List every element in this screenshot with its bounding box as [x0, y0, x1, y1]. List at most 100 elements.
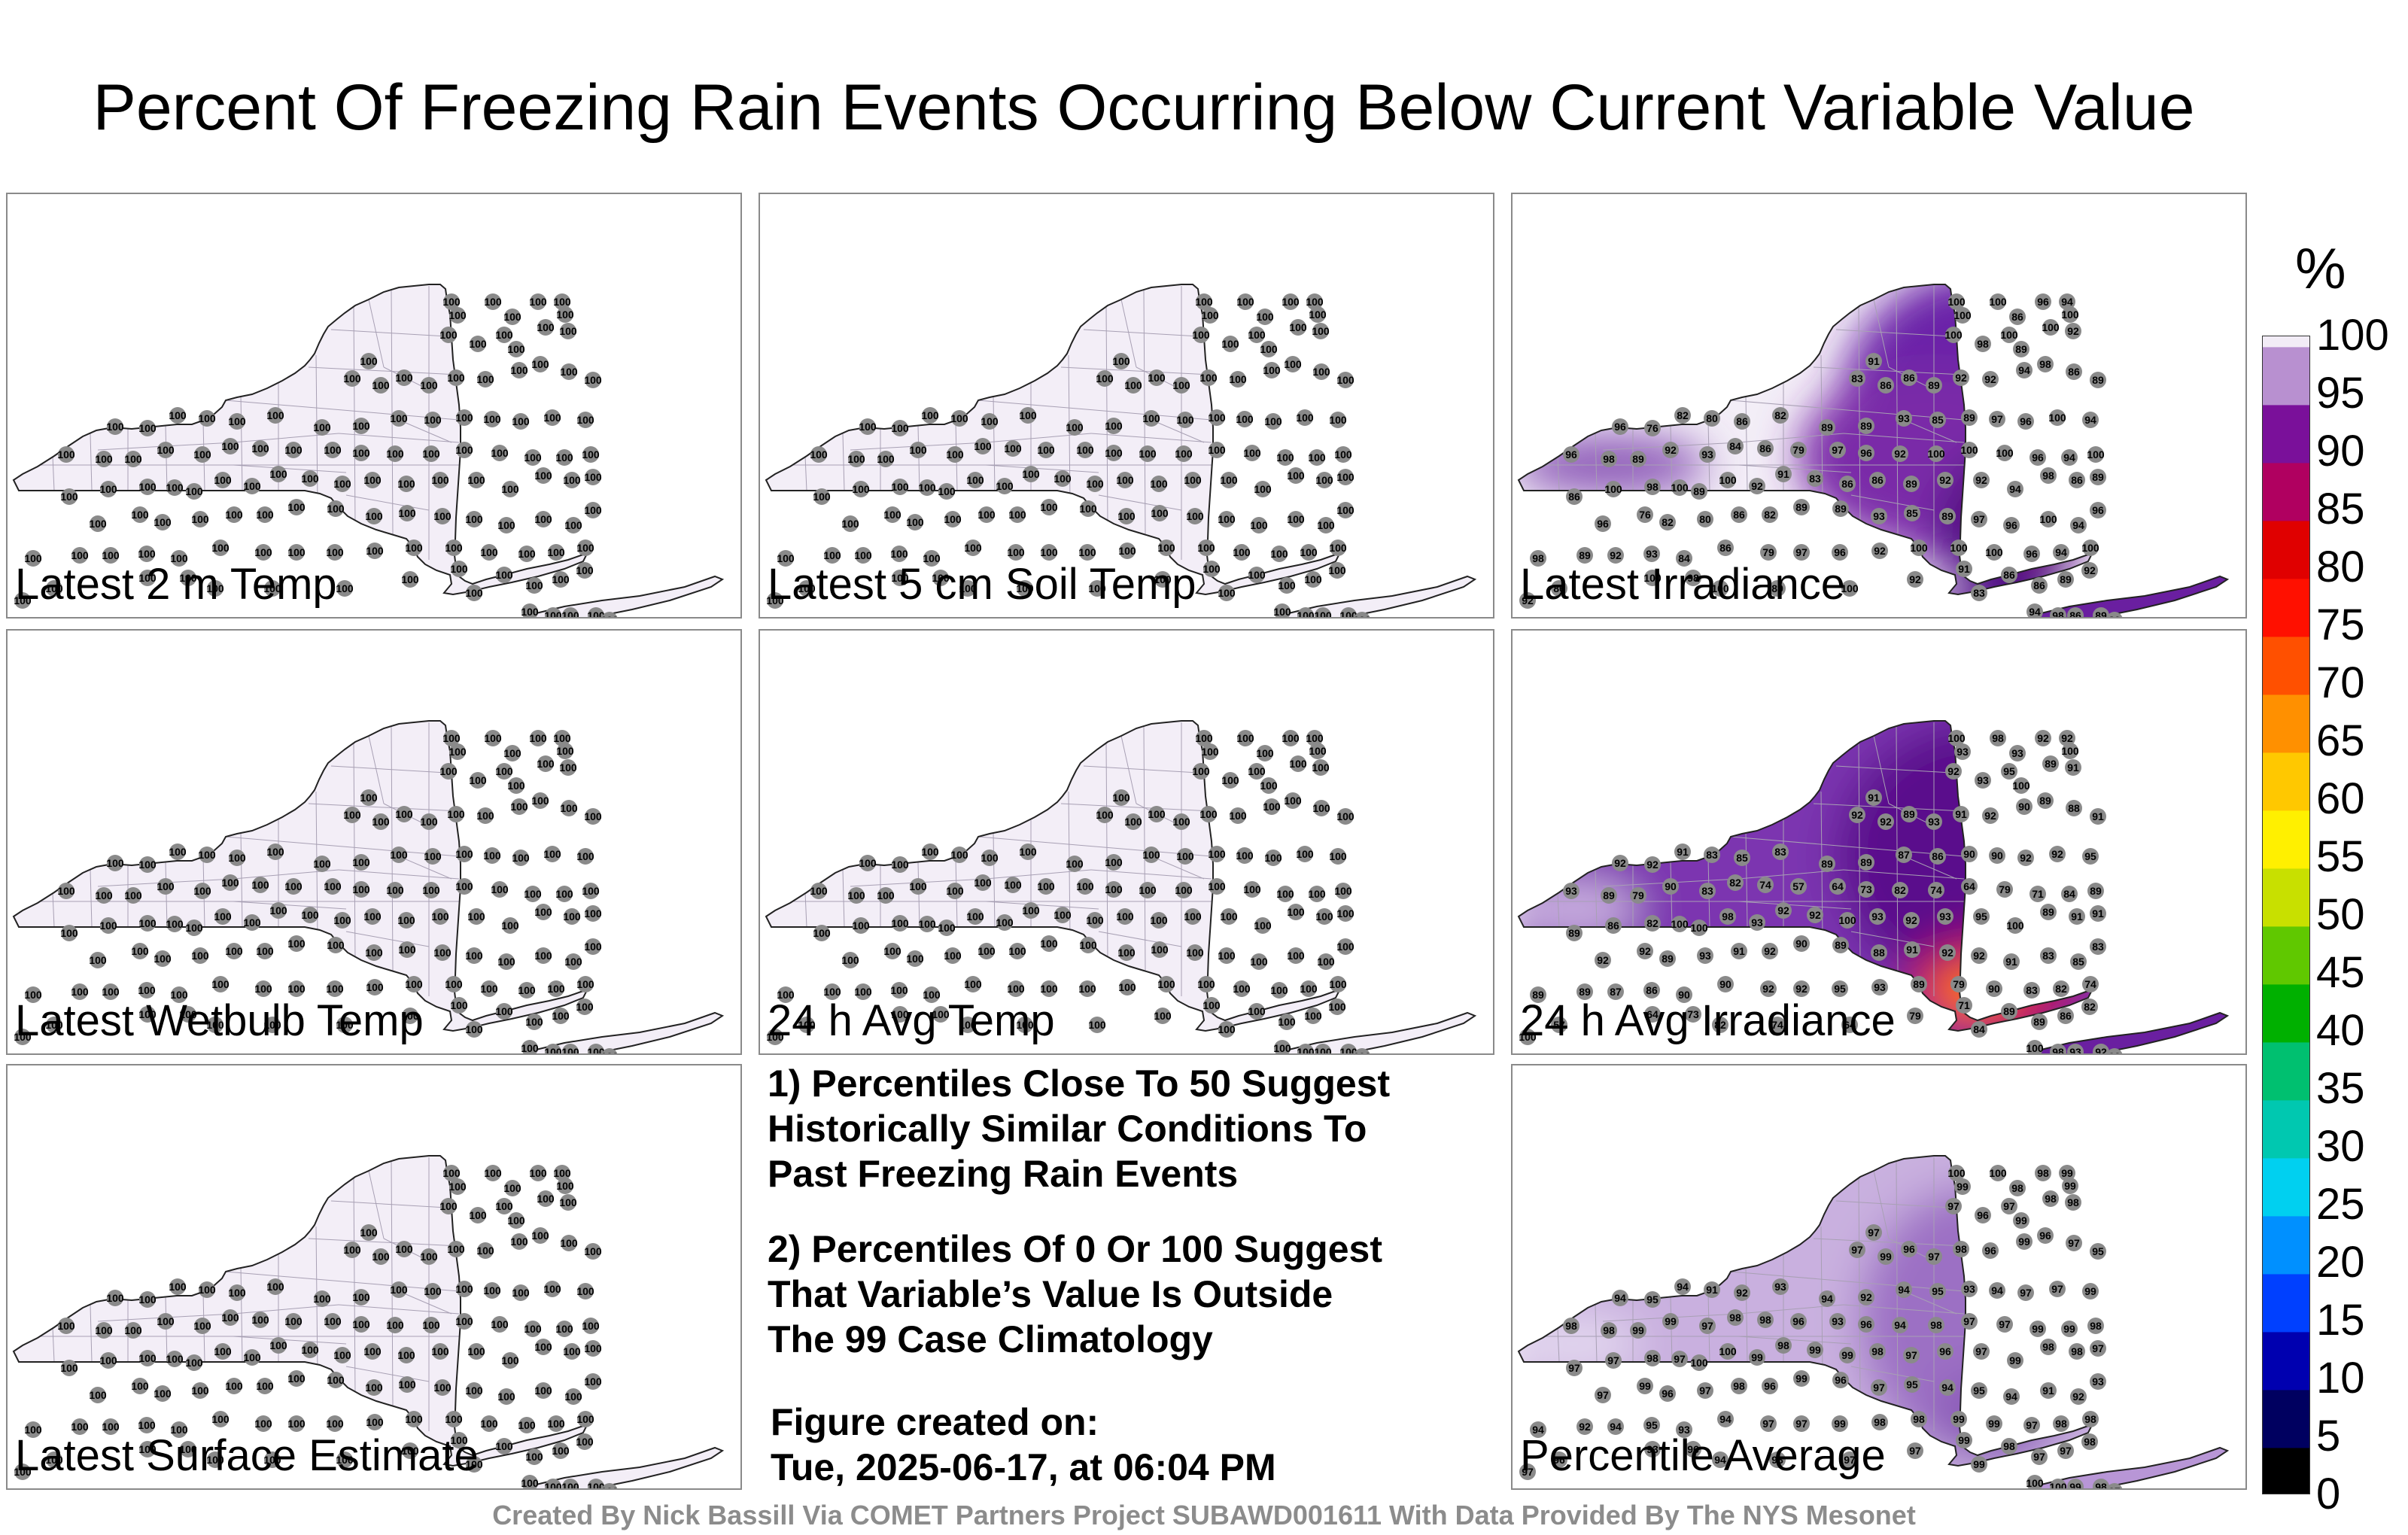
station-marker: 91	[1956, 561, 1972, 577]
station-marker: 98	[2040, 467, 2057, 484]
station-marker: 100	[390, 410, 408, 427]
station-marker: 85	[1904, 505, 1920, 521]
station-marker: 91	[2069, 908, 2085, 925]
station-value: 100	[469, 338, 487, 350]
station-dot	[423, 1317, 439, 1333]
station-value: 100	[424, 850, 442, 862]
station-dot	[1832, 937, 1849, 953]
station-value: 100	[563, 910, 581, 923]
station-value: 94	[1941, 1382, 1953, 1394]
station-dot	[186, 1354, 202, 1371]
station-value: 92	[1851, 809, 1863, 821]
station-value: 91	[1955, 808, 1967, 820]
station-value: 92	[1614, 857, 1626, 869]
station-marker: 100	[2087, 446, 2105, 463]
station-marker: 86	[1605, 917, 1622, 934]
station-value: 100	[169, 1281, 187, 1293]
station-dot	[2090, 808, 2106, 825]
station-marker: 96	[1612, 418, 1628, 435]
station-marker: 100	[480, 544, 498, 561]
station-value: 91	[1906, 944, 1918, 956]
station-value: 86	[2011, 311, 2023, 323]
station-dot	[2026, 1040, 2043, 1053]
station-dot	[810, 446, 827, 463]
station-value: 79	[1953, 978, 1965, 990]
station-value: 100	[1248, 569, 1266, 581]
station-dot	[2017, 1284, 2034, 1301]
colorbar-tick-label: 35	[2316, 1064, 2365, 1113]
station-value: 100	[1184, 474, 1202, 486]
station-dot	[535, 511, 552, 527]
station-dot	[1274, 603, 1291, 617]
station-marker: 100	[529, 730, 547, 746]
station-marker: 93	[1937, 908, 1953, 925]
station-dot	[1644, 420, 1661, 436]
station-value: 100	[333, 1349, 351, 1361]
station-dot	[2065, 323, 2081, 339]
station-dot	[577, 976, 594, 992]
station-value: 100	[1910, 542, 1928, 554]
station-value: 100	[1218, 513, 1236, 525]
station-marker: 100	[777, 986, 795, 1003]
station-value: 100	[921, 846, 939, 858]
station-dot	[562, 1479, 579, 1488]
colorbar-band	[2262, 439, 2310, 452]
station-value: 100	[1989, 296, 2007, 308]
station-marker: 86	[1839, 476, 1856, 492]
station-marker: 100	[157, 1313, 175, 1330]
station-value: 100	[352, 420, 370, 432]
station-dot	[180, 570, 196, 586]
station-value: 100	[576, 1436, 594, 1448]
colorbar-band	[2262, 1169, 2310, 1183]
station-marker: 93	[1896, 410, 1912, 427]
station-marker: 100	[138, 546, 156, 562]
colorbar-band	[2262, 892, 2310, 904]
station-marker: 100	[198, 847, 216, 863]
station-marker: 100	[157, 878, 175, 895]
station-marker: 92	[1760, 980, 1777, 997]
station-dot	[1659, 1385, 1676, 1402]
station-value: 100	[559, 761, 577, 774]
station-marker: 100	[1078, 544, 1096, 561]
station-dot	[324, 1313, 341, 1330]
station-value: 100	[191, 950, 209, 962]
station-value: 97	[1851, 1244, 1863, 1256]
station-marker: 83	[2090, 938, 2106, 955]
station-value: 99	[1953, 1413, 1965, 1425]
station-marker: 82	[1644, 915, 1661, 932]
station-dot	[965, 976, 981, 992]
station-marker: 100	[964, 976, 982, 992]
station-value: 100	[944, 513, 962, 525]
station-value: 100	[170, 989, 188, 1001]
station-dot	[512, 1284, 529, 1301]
station-dot	[432, 908, 448, 925]
station-value: 100	[1150, 478, 1168, 490]
station-dot	[1119, 979, 1136, 995]
station-dot	[526, 1448, 543, 1465]
station-marker: 100	[154, 950, 172, 967]
station-marker: 100	[584, 808, 602, 825]
station-marker: 100	[102, 547, 120, 564]
station-value: 100	[1719, 1345, 1737, 1357]
station-dot	[1151, 505, 1168, 521]
station-marker: 79	[1760, 544, 1777, 561]
station-dot	[1643, 1417, 1660, 1433]
colorbar-bands	[2262, 336, 2310, 1494]
colorbar-band	[2262, 1065, 2310, 1078]
station-dot	[2081, 1433, 2098, 1450]
station-marker: 100	[560, 800, 578, 816]
station-marker: 100	[225, 943, 243, 959]
station-value: 73	[1860, 883, 1872, 895]
station-marker: 100	[1950, 540, 1968, 556]
station-marker: 100	[1236, 730, 1254, 746]
station-marker: 100	[823, 547, 841, 564]
colorbar-band	[2262, 695, 2310, 707]
station-dot	[1337, 372, 1354, 388]
station-value: 89	[1662, 953, 1674, 965]
colorbar-band	[2262, 973, 2310, 986]
station-dot	[1329, 562, 1345, 579]
station-value: 100	[587, 609, 605, 617]
station-value: 100	[1112, 355, 1130, 367]
station-dot	[554, 730, 570, 746]
